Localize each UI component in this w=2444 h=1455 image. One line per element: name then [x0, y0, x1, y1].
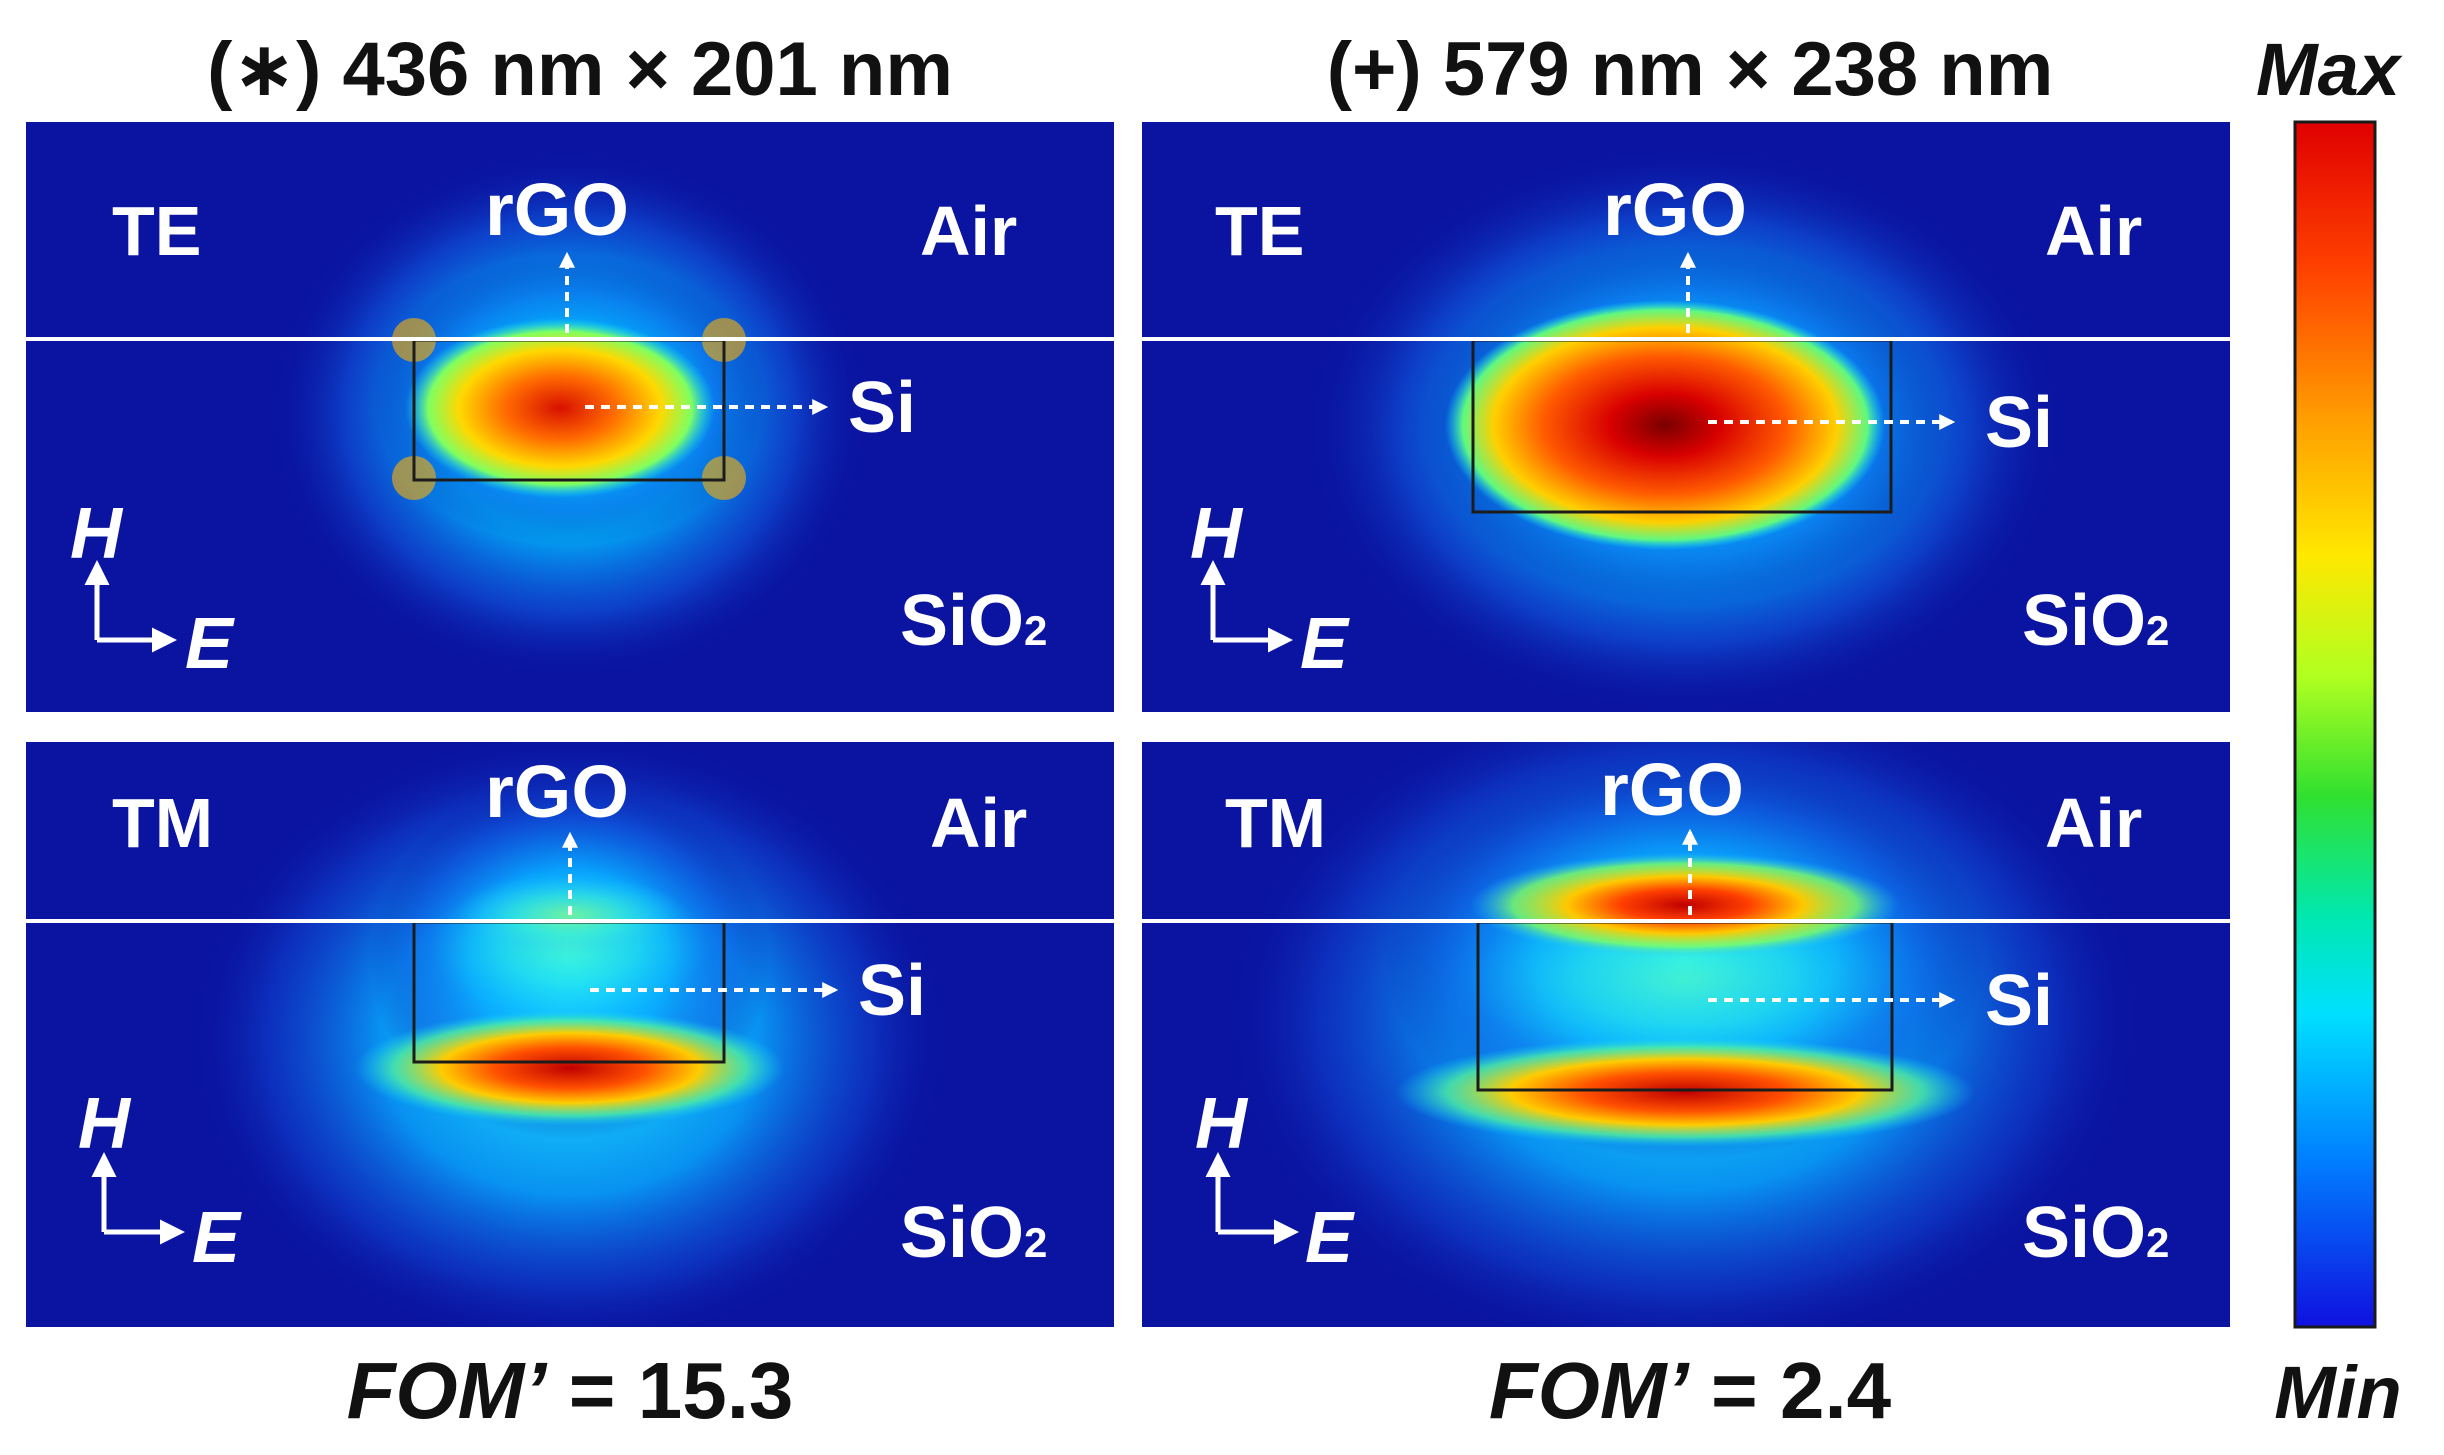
si-label: Si: [848, 368, 916, 448]
column-title-2: (+) 579 nm × 238 nm: [1327, 27, 2054, 112]
panel-te-large: TE rGO Air Si SiO2 H E: [1142, 122, 2230, 712]
sio2-label: SiO2: [2022, 581, 2169, 661]
panel-tm-large: TM rGO Air Si SiO2 H E: [1142, 742, 2230, 1327]
axis-e-label: E: [192, 1198, 242, 1278]
air-label: Air: [920, 192, 1017, 270]
colorbar-max-label: Max: [2256, 28, 2403, 111]
axis-h-label: H: [1195, 1084, 1249, 1164]
mode-label-tm: TM: [112, 784, 213, 862]
polarization-axes: H E: [78, 1084, 242, 1278]
polarization-axes: H E: [1190, 494, 1350, 684]
colorbar-scale: [2293, 120, 2377, 1329]
axis-e-label: E: [185, 604, 235, 684]
colorbar: Max Min: [2256, 28, 2403, 1434]
fom-label-1: FOM’ = 15.3: [347, 1346, 794, 1435]
axis-e-label: E: [1305, 1198, 1355, 1278]
panel-te-small: TE rGO Air Si SiO2 H E: [26, 122, 1114, 712]
polarization-axes: H E: [1195, 1084, 1355, 1278]
column-title-1: (∗) 436 nm × 201 nm: [207, 27, 953, 112]
sio2-label: SiO2: [2022, 1193, 2169, 1273]
mode-label-tm: TM: [1225, 784, 1326, 862]
si-label: Si: [858, 951, 926, 1031]
rgo-label: rGO: [485, 750, 629, 833]
rgo-label: rGO: [1603, 168, 1747, 251]
si-label: Si: [1985, 383, 2053, 463]
axis-h-label: H: [78, 1084, 132, 1164]
fom-label-2: FOM’ = 2.4: [1489, 1346, 1892, 1435]
polarization-axes: H E: [70, 494, 235, 684]
sio2-label: SiO2: [900, 1193, 1047, 1273]
air-label: Air: [930, 784, 1027, 862]
axis-e-label: E: [1300, 604, 1350, 684]
si-label: Si: [1985, 961, 2053, 1041]
axis-h-label: H: [70, 494, 124, 574]
colorbar-min-label: Min: [2274, 1351, 2401, 1434]
air-label: Air: [2045, 784, 2142, 862]
sio2-label: SiO2: [900, 581, 1047, 661]
mode-label-te: TE: [1215, 192, 1304, 270]
air-label: Air: [2045, 192, 2142, 270]
axis-h-label: H: [1190, 494, 1244, 574]
rgo-label: rGO: [485, 168, 629, 251]
mode-label-te: TE: [112, 192, 201, 270]
panel-tm-small: TM rGO Air Si SiO2 H E: [26, 742, 1114, 1327]
rgo-label: rGO: [1600, 748, 1744, 831]
